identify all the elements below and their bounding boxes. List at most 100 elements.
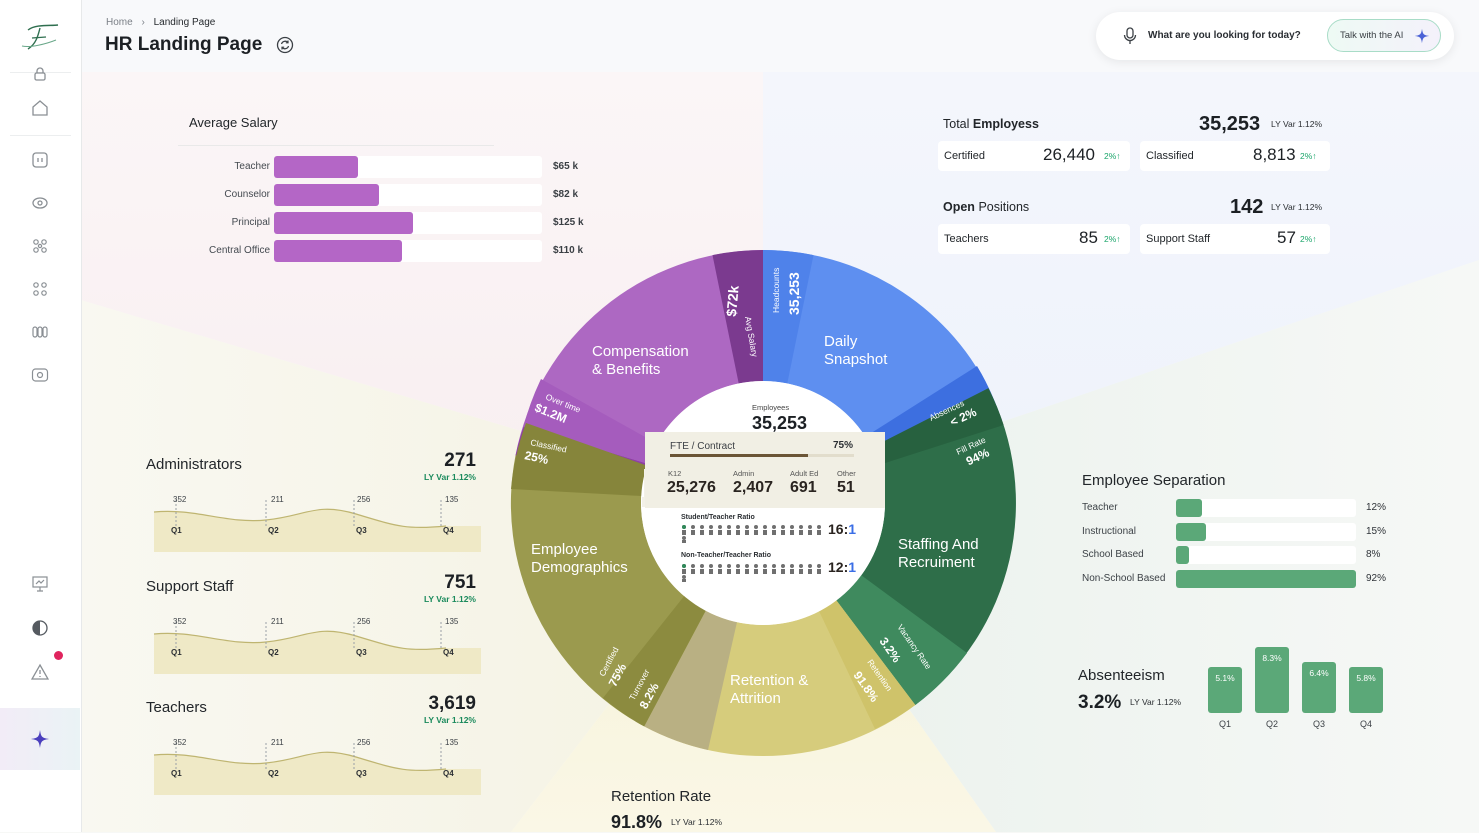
salary-bar[interactable]: [274, 212, 413, 234]
support-open-value: 57: [1277, 228, 1296, 247]
admin-value: 2,407: [733, 479, 774, 496]
ring-label-retention-2: Attrition: [730, 690, 781, 707]
retention-rate-value: 91.8%: [611, 812, 663, 832]
separation-value: 8%: [1366, 549, 1381, 560]
absenteeism-bar[interactable]: 5.1%: [1208, 667, 1242, 713]
separation-row-non-school-based: Non-School Based 92%: [1082, 570, 1402, 588]
absenteeism-quarter: Q1: [1218, 719, 1231, 729]
absenteeism-bar-label: 5.1%: [1215, 673, 1235, 683]
search-prompt: What are you looking for today?: [1148, 30, 1301, 41]
open-positions-value: 142: [1230, 196, 1264, 218]
talk-with-ai-label: Talk with the AI: [1340, 30, 1404, 41]
trend-card[interactable]: Teachers 3,619 LY Var 1.12% 352 211 256 …: [146, 693, 481, 803]
trend-quarter: Q2: [268, 526, 279, 535]
trend-point: 211: [271, 617, 284, 626]
separation-track: [1176, 499, 1356, 517]
student-ratio-left: 16:: [828, 521, 849, 537]
trend-card[interactable]: Administrators 271 LY Var 1.12% 352 211 …: [146, 450, 481, 560]
trend-point: 256: [357, 495, 371, 504]
team-icon[interactable]: [31, 237, 49, 255]
absenteeism-bar[interactable]: 8.3%: [1255, 647, 1289, 713]
logo: [20, 22, 60, 52]
absenteeism-bar[interactable]: 5.8%: [1349, 667, 1383, 713]
lock-icon[interactable]: [31, 65, 49, 83]
separation-label: School Based: [1082, 549, 1144, 560]
trend-point: 135: [445, 495, 459, 504]
average-salary-title: Average Salary: [189, 115, 278, 130]
separation-bar[interactable]: [1176, 523, 1206, 541]
classified-card[interactable]: Classified 8,813 2%↑: [1140, 141, 1330, 171]
teachers-open-card[interactable]: Teachers 85 2%↑: [938, 224, 1130, 254]
ring-metric-overtime-band[interactable]: [523, 379, 657, 464]
ring-metric-vacancy[interactable]: [836, 575, 967, 705]
absenteeism-quarter: Q3: [1312, 719, 1325, 729]
student-people-icon: [682, 525, 821, 543]
ai-assistant-button[interactable]: [0, 708, 80, 770]
ring-label-staffing-2: Recruiment: [898, 554, 976, 571]
ring-label-retention: Retention &: [730, 672, 808, 689]
other-value: 51: [837, 479, 855, 496]
alert-icon[interactable]: [31, 663, 49, 681]
salary-row-teacher: Teacher $65 k: [160, 156, 600, 178]
trend-point: 211: [271, 738, 284, 747]
separation-bar[interactable]: [1176, 499, 1202, 517]
employee-separation-title: Employee Separation: [1082, 472, 1226, 489]
support-open-card[interactable]: Support Staff 57 2%↑: [1140, 224, 1330, 254]
salary-bar[interactable]: [274, 156, 358, 178]
separation-bar[interactable]: [1176, 546, 1189, 564]
salary-bar[interactable]: [274, 240, 402, 262]
microphone-icon[interactable]: [1120, 26, 1140, 46]
trend-quarter: Q1: [171, 648, 182, 657]
ring-metric-classified[interactable]: [511, 423, 648, 496]
trend-sparkline: [153, 500, 481, 552]
network-icon[interactable]: [31, 280, 49, 298]
ring-metric-headcounts[interactable]: [763, 250, 814, 384]
talk-with-ai-button[interactable]: Talk with the AI: [1327, 19, 1441, 52]
budget-icon[interactable]: [31, 323, 49, 341]
student-ratio-right: 1: [848, 521, 857, 537]
absenteeism-bar[interactable]: 6.4%: [1302, 662, 1336, 713]
money-icon[interactable]: [31, 366, 49, 384]
salary-bar[interactable]: [274, 184, 379, 206]
trend-card[interactable]: Support Staff 751 LY Var 1.12% 352 211 2…: [146, 572, 481, 682]
nonteacher-ratio-left: 12:: [828, 559, 849, 575]
ring-metric-avg-salary[interactable]: [712, 250, 764, 384]
presentation-icon[interactable]: [31, 575, 49, 593]
ai-search-bar[interactable]: What are you looking for today? Talk wit…: [1096, 12, 1454, 60]
ring-metric-fill-rate[interactable]: [871, 388, 1004, 465]
eye-icon[interactable]: [31, 194, 49, 212]
separation-value: 92%: [1366, 573, 1387, 584]
open-positions-var: LY Var 1.12%: [1271, 202, 1323, 212]
nonteacher-ratio-label: Non-Teacher/Teacher Ratio: [681, 552, 771, 559]
ring-metric-turnover[interactable]: [644, 610, 737, 750]
k12-value: 25,276: [667, 479, 716, 496]
open-label-bold: Open: [943, 200, 975, 214]
absenteeism-bar-label: 6.4%: [1309, 668, 1329, 678]
page-title: HR Landing Page: [105, 34, 263, 55]
trend-point: 352: [173, 738, 187, 747]
salary-label: Central Office: [209, 245, 270, 256]
teachers-open-value: 85: [1079, 228, 1098, 247]
certified-card[interactable]: Certified 26,440 2%↑: [938, 141, 1130, 171]
breadcrumb-home[interactable]: Home: [106, 17, 133, 28]
ring-metric-retention-band[interactable]: [819, 600, 916, 729]
contrast-icon[interactable]: [31, 619, 49, 637]
sparkle-icon: [1414, 28, 1430, 44]
salary-label: Teacher: [234, 161, 270, 172]
divider: [178, 145, 494, 146]
trend-quarter: Q3: [356, 526, 367, 535]
separation-label: Instructional: [1082, 526, 1136, 537]
dashboard-icon[interactable]: [31, 151, 49, 169]
fte-progress-bar[interactable]: [670, 454, 808, 457]
ring-label-compensation: Compensation: [592, 343, 689, 360]
home-icon[interactable]: [31, 99, 49, 117]
certified-pct: 2%↑: [1104, 151, 1121, 161]
ring-metric-certified[interactable]: [603, 595, 706, 727]
trend-point: 256: [357, 738, 371, 747]
trend-var: LY Var 1.12%: [424, 594, 476, 604]
refresh-icon[interactable]: [276, 36, 294, 54]
trend-var: LY Var 1.12%: [424, 715, 476, 725]
separation-bar[interactable]: [1176, 570, 1356, 588]
total-label-bold: Employess: [972, 117, 1039, 131]
trend-sparkline: [153, 622, 481, 674]
